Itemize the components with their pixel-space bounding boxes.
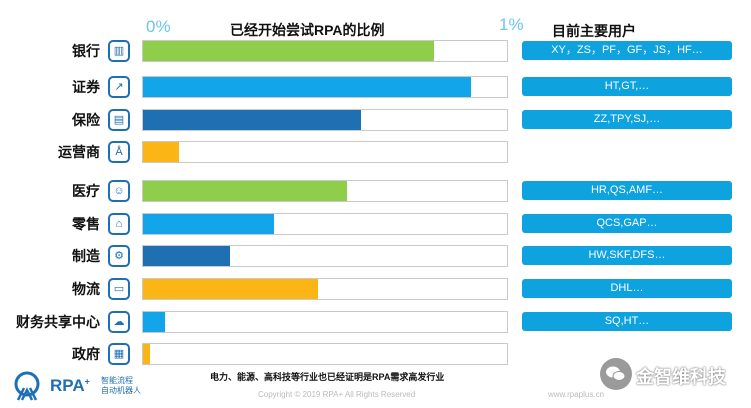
logo-tagline-1: 智能流程 <box>101 376 133 385</box>
bar-track <box>142 76 508 98</box>
logo-brand: RPA+ <box>50 376 90 395</box>
bar-track <box>142 180 508 202</box>
user-tag: ZZ,TPY,SJ,… <box>522 110 732 129</box>
chart-title: 已经开始尝试RPA的比例 <box>230 22 385 38</box>
bank-icon: ▥ <box>108 40 130 62</box>
footnote: 电力、能源、高科技等行业也已经证明是RPA需求高发行业 <box>210 372 445 382</box>
bar <box>143 246 231 266</box>
user-tag: QCS,GAP… <box>522 214 732 233</box>
user-tag: XY，ZS，PF，GF，JS，HF… <box>522 41 732 60</box>
category-label: 零售 <box>72 216 100 232</box>
bar <box>143 181 347 201</box>
bar-track <box>142 311 508 333</box>
bar <box>143 279 318 299</box>
bar <box>143 344 151 364</box>
government-building-icon: ▦ <box>108 343 130 365</box>
bar <box>143 77 471 97</box>
rpa-logo-icon <box>14 371 40 401</box>
bar <box>143 214 275 234</box>
bar <box>143 142 180 162</box>
category-label: 保险 <box>72 112 100 128</box>
cloud-shield-icon: ☁ <box>108 311 130 333</box>
bar-track <box>142 343 508 365</box>
category-label: 医疗 <box>72 183 100 199</box>
user-tag: SQ,HT… <box>522 312 732 331</box>
watermark-text: 金智维科技 <box>636 367 726 387</box>
axis-min-label: 0% <box>146 17 171 36</box>
bar-track <box>142 141 508 163</box>
robot-arm-icon: ⚙ <box>108 245 130 267</box>
users-header: 目前主要用户 <box>552 23 636 39</box>
bar-track <box>142 213 508 235</box>
bar-track <box>142 40 508 62</box>
bar-track <box>142 109 508 131</box>
bar <box>143 312 165 332</box>
category-label: 制造 <box>72 248 100 264</box>
truck-icon: ▭ <box>108 278 130 300</box>
category-label: 运营商 <box>58 144 100 160</box>
user-tag: HR,QS,AMF… <box>522 181 732 200</box>
user-tag: HT,GT,… <box>522 77 732 96</box>
logo-tagline: 智能流程 自动机器人 <box>101 376 141 396</box>
logo-sup: + <box>84 376 90 387</box>
axis-max-label: 1% <box>499 15 524 34</box>
bar-track <box>142 245 508 267</box>
website-text: www.rpaplus.cn <box>548 390 605 399</box>
wechat-icon <box>600 358 632 390</box>
sale-shop-icon: ⌂ <box>108 213 130 235</box>
insurance-card-icon: ▤ <box>108 109 130 131</box>
doctor-icon: ☺ <box>108 180 130 202</box>
tower-icon: Å <box>108 141 130 163</box>
logo-tagline-2: 自动机器人 <box>101 386 141 395</box>
category-label: 政府 <box>72 346 100 362</box>
user-tag: DHL… <box>522 279 732 298</box>
category-label: 证券 <box>72 79 100 95</box>
category-label: 银行 <box>72 43 100 59</box>
bar <box>143 41 435 61</box>
stock-chart-icon: ↗ <box>108 76 130 98</box>
bar-track <box>142 278 508 300</box>
category-label: 物流 <box>72 281 100 297</box>
user-tag: HW,SKF,DFS… <box>522 246 732 265</box>
category-label: 财务共享中心 <box>16 314 100 330</box>
bar <box>143 110 362 130</box>
copyright: Copyright © 2019 RPA+ All Rights Reserve… <box>258 390 416 399</box>
